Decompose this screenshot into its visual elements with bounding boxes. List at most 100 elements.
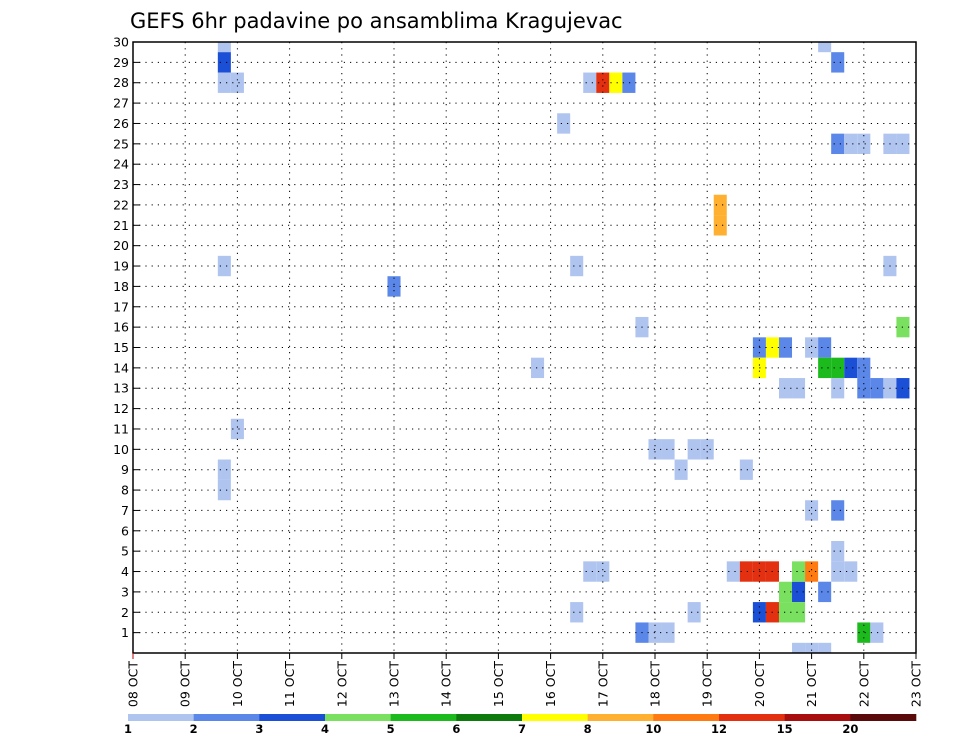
precip-cell	[857, 622, 871, 643]
plot-grid	[133, 42, 916, 653]
precip-cell	[230, 72, 244, 93]
y-tick-label: 29	[113, 55, 129, 70]
precip-cell	[805, 500, 819, 521]
y-tick-label: 18	[113, 279, 129, 294]
y-tick-label: 24	[113, 157, 129, 172]
legend-swatch	[719, 714, 785, 721]
legend-label: 2	[190, 722, 198, 736]
legend-swatch	[325, 714, 391, 721]
precip-cell	[870, 378, 884, 399]
precip-cell	[844, 133, 858, 155]
precip-cell	[713, 215, 727, 236]
y-tick-label: 8	[121, 483, 129, 498]
precip-cell	[557, 113, 571, 134]
y-tick-label: 15	[113, 340, 129, 355]
legend-swatch	[259, 714, 326, 721]
precip-cell	[792, 581, 806, 603]
y-axis: 1234567891011121314151617181920212223242…	[113, 35, 140, 640]
y-tick-label: 23	[113, 177, 129, 192]
precip-cell	[648, 439, 662, 460]
precip-cell	[778, 378, 793, 399]
precip-cell	[570, 602, 584, 623]
precip-cell	[857, 378, 871, 399]
precip-cell	[805, 561, 819, 582]
precip-cell	[726, 561, 740, 582]
x-tick-label: 13 OCT	[387, 661, 402, 707]
y-tick-label: 7	[121, 503, 129, 518]
y-tick-label: 6	[121, 523, 129, 538]
precip-cell	[792, 378, 806, 399]
precip-cell	[622, 72, 636, 93]
legend-label: 1	[124, 722, 132, 736]
precip-cell	[687, 439, 701, 460]
precip-cell	[739, 561, 753, 582]
precip-cell	[792, 602, 806, 623]
y-tick-label: 5	[121, 544, 129, 559]
legend-label: 15	[777, 722, 793, 736]
precip-cell	[570, 255, 584, 277]
y-tick-label: 26	[113, 116, 129, 131]
precip-cell	[583, 72, 597, 93]
precip-cell	[805, 337, 819, 358]
precip-cell	[217, 459, 231, 480]
x-tick-label: 18 OCT	[648, 661, 663, 707]
precip-cell	[857, 357, 871, 379]
precip-cell	[596, 561, 610, 582]
legend-swatch	[522, 714, 588, 721]
precip-cell	[818, 42, 832, 53]
x-tick-label: 22 OCT	[856, 661, 871, 707]
x-tick-label: 21 OCT	[804, 661, 819, 707]
precip-cell	[217, 479, 231, 501]
precip-cell	[831, 357, 845, 379]
legend-label: 8	[584, 722, 592, 736]
legend-swatch	[128, 714, 194, 721]
precip-cell	[687, 602, 701, 623]
precip-cell	[778, 602, 793, 623]
legend-label: 10	[645, 722, 661, 736]
x-tick-label: 19 OCT	[700, 661, 715, 707]
y-tick-label: 30	[113, 35, 129, 50]
legend-label: 7	[518, 722, 526, 736]
precip-cell	[648, 622, 662, 643]
legend-swatch	[784, 714, 851, 721]
precip-cell	[831, 378, 845, 399]
y-tick-label: 25	[113, 136, 129, 151]
x-tick-label: 12 OCT	[334, 661, 349, 707]
y-tick-label: 1	[121, 625, 129, 640]
y-tick-label: 11	[113, 421, 129, 436]
legend-label: 3	[255, 722, 263, 736]
y-tick-label: 12	[113, 401, 129, 416]
precip-cell	[661, 622, 675, 643]
precip-cell	[217, 52, 231, 73]
y-tick-label: 2	[121, 605, 129, 620]
x-tick-label: 20 OCT	[752, 661, 767, 707]
precip-cell	[217, 255, 231, 277]
precip-cell	[778, 581, 793, 603]
precip-cell	[596, 72, 610, 93]
x-tick-label: 11 OCT	[282, 661, 297, 707]
y-tick-label: 17	[113, 299, 129, 314]
precip-cell	[217, 72, 231, 93]
precip-cell	[831, 133, 845, 155]
precip-cell	[700, 439, 714, 460]
precip-cell	[870, 622, 884, 643]
x-axis: 08 OCT 09 OCT 10 OCT 11 OCT 12 OCT 13 OCT 14 O…	[126, 653, 924, 707]
y-tick-label: 27	[113, 96, 129, 111]
precip-cell	[831, 540, 845, 562]
legend-label: 12	[711, 722, 727, 736]
precip-cell	[609, 72, 623, 93]
legend-swatch	[193, 714, 260, 721]
precip-cell	[531, 357, 545, 379]
precip-cell	[857, 133, 871, 155]
y-tick-label: 14	[113, 360, 129, 375]
precip-cell	[831, 500, 845, 521]
precip-cell	[831, 561, 845, 582]
precip-cell	[844, 561, 858, 582]
precip-cell	[818, 581, 832, 603]
y-tick-label: 28	[113, 75, 129, 90]
y-tick-label: 21	[113, 218, 129, 233]
precip-cell	[792, 561, 806, 582]
precip-cell	[230, 418, 244, 440]
legend-swatch	[587, 714, 654, 721]
